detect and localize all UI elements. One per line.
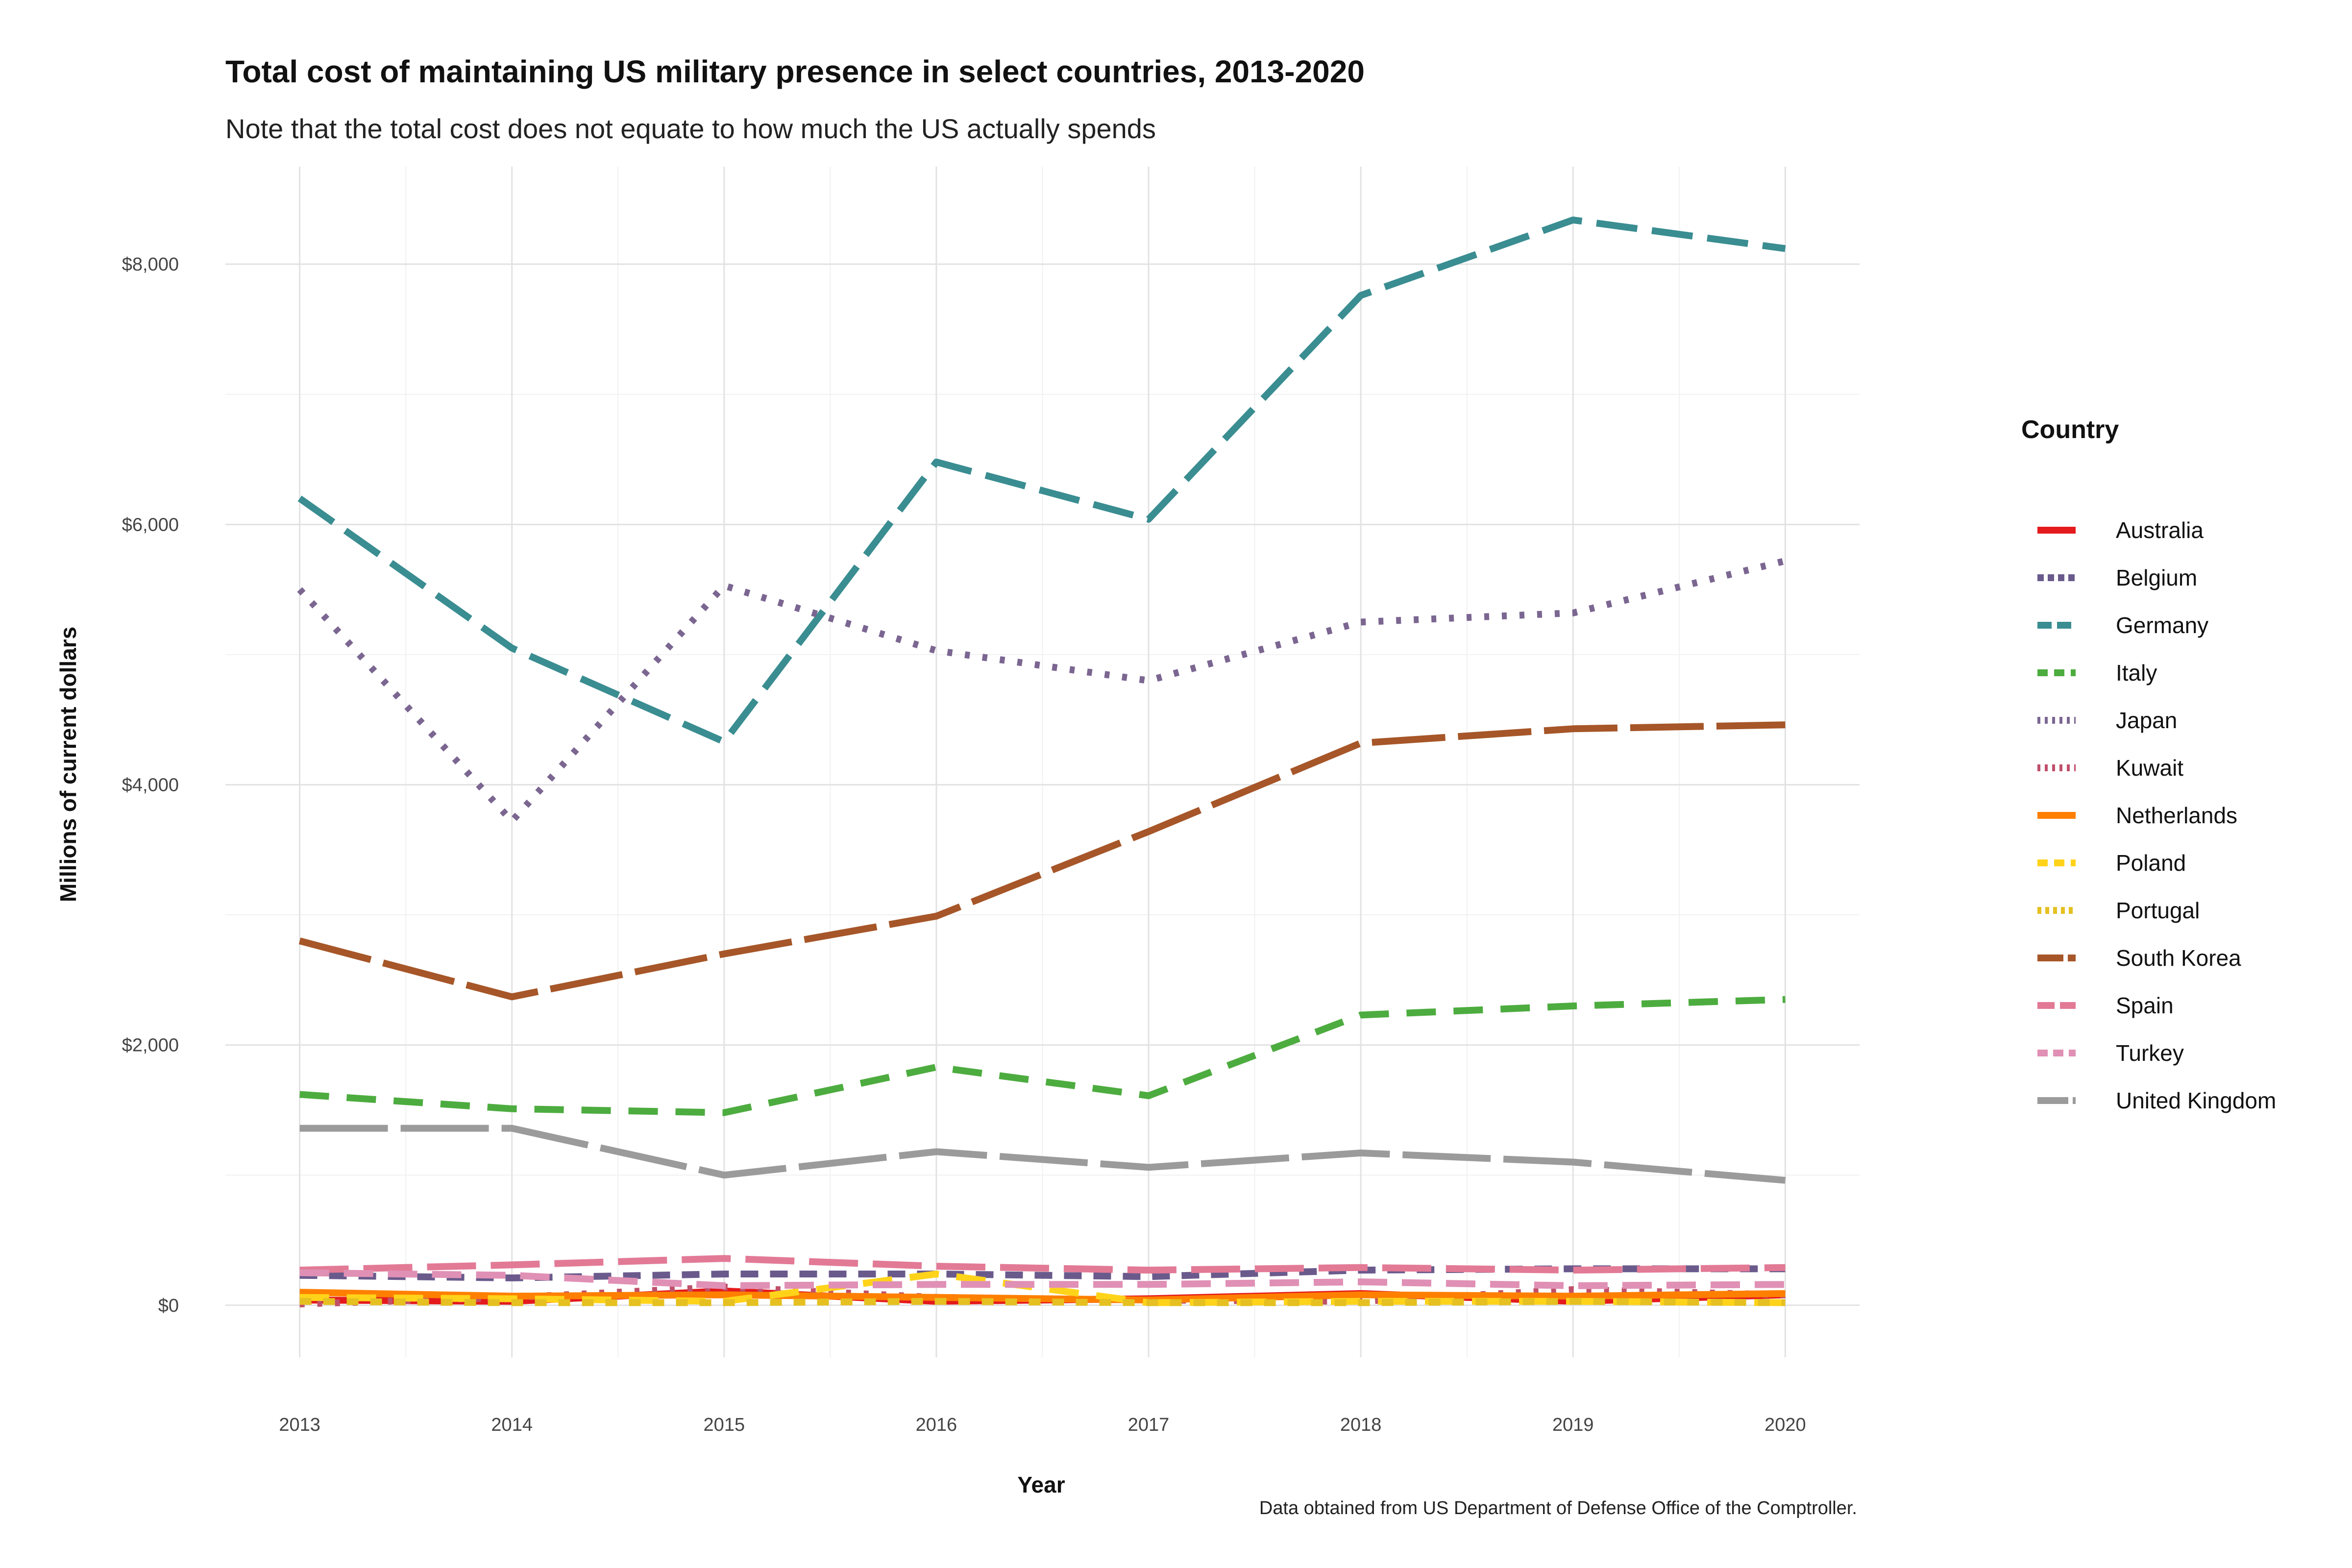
series-layer [297, 216, 1787, 1308]
legend-label: Spain [2116, 993, 2174, 1018]
series-line-turkey [299, 1269, 1786, 1289]
x-axis-title: Year [1017, 1472, 1065, 1497]
series-line-poland [299, 1271, 1786, 1306]
legend-label: Portugal [2116, 898, 2200, 923]
x-tick-label: 2016 [916, 1415, 957, 1435]
chart-subtitle: Note that the total cost does not equate… [225, 113, 1156, 144]
y-tick-labels: $0 $2,000 $4,000 $6,000 $8,000 [122, 254, 179, 1316]
x-tick-label: 2013 [279, 1415, 320, 1435]
legend-label: Japan [2116, 708, 2177, 733]
legend: Country Australia Belgium Germany Italy Japa… [2021, 416, 2276, 1113]
legend-label: South Korea [2116, 945, 2241, 971]
series-line-germany [297, 216, 1786, 745]
chart-caption: Data obtained from US Department of Defe… [1259, 1498, 1857, 1519]
legend-items: Australia Belgium Germany Italy Japan Kuwait N… [2037, 517, 2276, 1113]
x-tick-label: 2018 [1340, 1415, 1382, 1435]
legend-label: Poland [2116, 850, 2186, 876]
legend-label: Germany [2116, 612, 2208, 638]
x-tick-label: 2015 [704, 1415, 745, 1435]
x-tick-label: 2017 [1128, 1415, 1170, 1435]
x-tick-labels: 2013 2014 2015 2016 2017 2018 2019 2020 [279, 1415, 1806, 1435]
legend-label: Netherlands [2116, 803, 2237, 828]
y-tick-label: $4,000 [122, 775, 179, 795]
y-tick-label: $0 [158, 1296, 179, 1316]
y-tick-label: $6,000 [122, 514, 179, 535]
x-tick-label: 2019 [1552, 1415, 1594, 1435]
legend-label: Australia [2116, 517, 2204, 543]
series-line-japan [297, 557, 1787, 825]
chart-title: Total cost of maintaining US military pr… [225, 54, 1365, 89]
grid-major [225, 167, 1860, 1357]
y-tick-label: $8,000 [122, 254, 179, 275]
legend-label: Belgium [2116, 565, 2197, 590]
series-line-italy [299, 996, 1786, 1116]
y-axis-title: Millions of current dollars [55, 627, 81, 902]
legend-label: Turkey [2116, 1040, 2184, 1066]
x-tick-label: 2020 [1764, 1415, 1806, 1435]
series-line-united-kingdom [299, 1125, 1786, 1184]
y-tick-label: $2,000 [122, 1035, 179, 1056]
x-tick-label: 2014 [491, 1415, 533, 1435]
legend-title: Country [2021, 416, 2119, 444]
legend-label: Italy [2116, 660, 2157, 686]
legend-label: United Kingdom [2116, 1088, 2276, 1113]
grid-minor [225, 167, 1860, 1357]
legend-label: Kuwait [2116, 755, 2183, 781]
series-line-spain [299, 1255, 1786, 1274]
